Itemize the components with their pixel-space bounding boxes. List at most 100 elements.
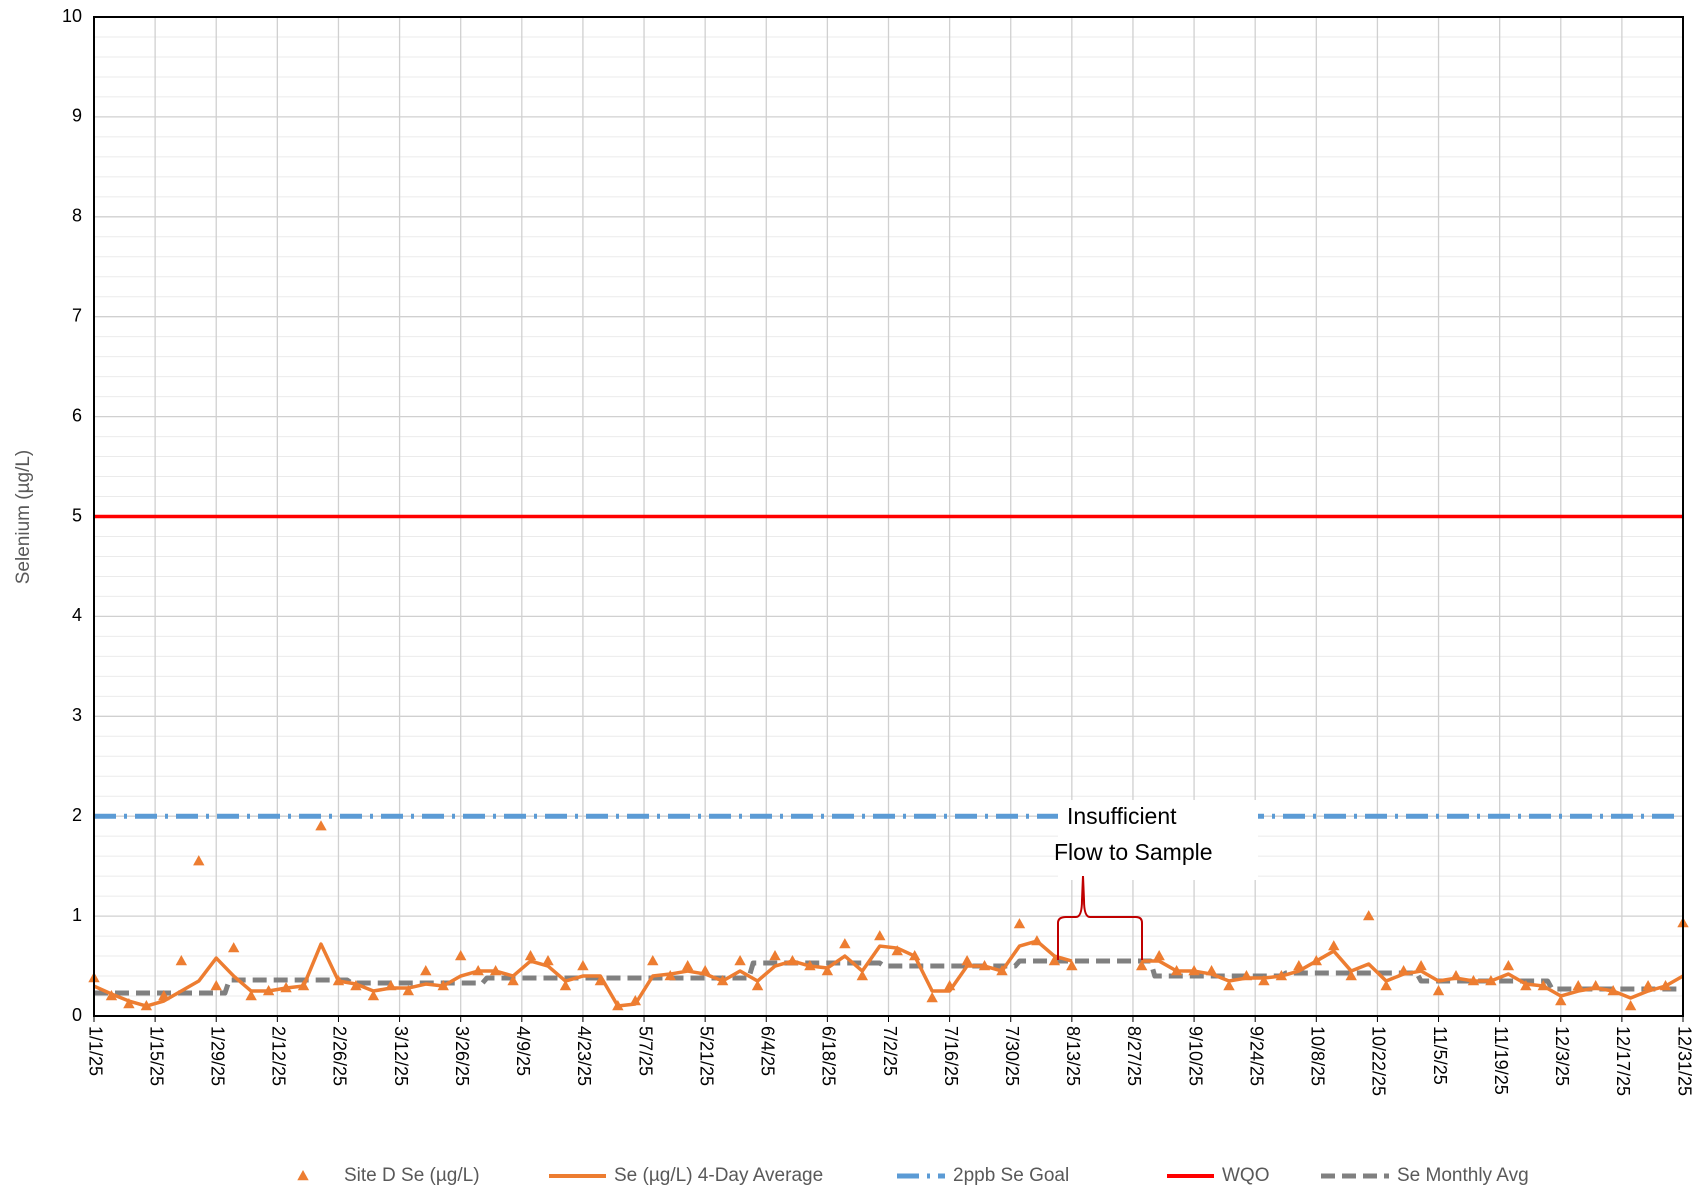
scatter-point — [1135, 960, 1148, 971]
scatter-point — [1153, 950, 1165, 961]
x-tick-label: 6/4/25 — [758, 1026, 778, 1076]
x-tick-label: 8/13/25 — [1063, 1026, 1083, 1086]
x-tick-label: 12/3/25 — [1552, 1026, 1572, 1086]
scatter-point — [559, 980, 572, 991]
x-tick-label: 11/5/25 — [1430, 1026, 1450, 1085]
scatter-point — [420, 965, 432, 976]
y-tick-label: 4 — [72, 605, 82, 625]
scatter-point — [874, 930, 886, 941]
scatter-point — [1258, 975, 1270, 986]
legend-marker — [297, 1170, 309, 1181]
x-tick-label: 4/9/25 — [513, 1026, 533, 1076]
x-tick-label: 5/21/25 — [696, 1026, 716, 1086]
marks — [88, 514, 1689, 1011]
x-tick-label: 11/19/25 — [1491, 1026, 1511, 1095]
x-tick-label: 2/26/25 — [330, 1026, 350, 1086]
series-line — [93, 939, 1684, 1008]
scatter-point — [1415, 960, 1427, 971]
scatter-point — [769, 950, 781, 961]
scatter-point — [367, 990, 380, 1001]
x-tick-label: 5/7/25 — [635, 1026, 655, 1076]
scatter-point — [123, 998, 135, 1009]
x-tick-label: 7/2/25 — [880, 1026, 900, 1076]
scatter-point — [227, 942, 240, 953]
x-tick-label: 4/23/25 — [574, 1026, 594, 1086]
scatter-point — [1328, 940, 1340, 951]
x-tick-label: 12/31/25 — [1674, 1026, 1694, 1096]
scatter-point — [821, 965, 834, 976]
annotation-bracket — [1057, 875, 1143, 960]
annotation: Flow to Sample — [1054, 839, 1213, 865]
scatter-point — [402, 985, 415, 996]
scatter-point — [1572, 980, 1584, 991]
scatter-point — [1066, 960, 1078, 971]
scatter-point — [193, 855, 205, 866]
scatter-point — [1380, 980, 1392, 991]
legend-label: WQO — [1222, 1165, 1270, 1186]
scatter-point — [681, 960, 694, 971]
scatter-point — [1362, 910, 1375, 921]
x-tick-label: 9/10/25 — [1185, 1026, 1205, 1086]
legend-label: Se (µg/L) 4-Day Average — [614, 1165, 823, 1186]
x-tick-label: 6/18/25 — [819, 1026, 839, 1086]
x-tick-label: 10/8/25 — [1308, 1026, 1328, 1086]
scatter-point — [542, 955, 554, 966]
x-tick-label: 10/22/25 — [1369, 1026, 1389, 1096]
legend-label: 2ppb Se Goal — [953, 1165, 1069, 1186]
x-tick-label: 7/16/25 — [941, 1026, 961, 1086]
scatter-point — [1642, 980, 1654, 991]
scatter-point — [751, 980, 764, 991]
scatter-point — [1048, 955, 1061, 966]
scatter-point — [1624, 1000, 1637, 1011]
x-tick-label: 1/15/25 — [146, 1026, 166, 1086]
scatter-point — [1013, 918, 1026, 929]
scatter-point — [856, 970, 869, 981]
scatter-point — [926, 992, 938, 1003]
legend-label: Site D Se (µg/L) — [344, 1165, 480, 1186]
scatter-point — [454, 950, 467, 961]
y-tick-label: 6 — [72, 405, 82, 425]
x-tick-label: 1/29/25 — [207, 1026, 227, 1086]
annotation: Insufficient — [1067, 803, 1177, 829]
x-tick-label: 8/27/25 — [1124, 1026, 1144, 1086]
y-tick-label: 1 — [72, 905, 82, 925]
y-tick-label: 0 — [72, 1005, 82, 1025]
x-tick-label: 3/26/25 — [452, 1026, 472, 1086]
scatter-point — [245, 990, 257, 1001]
scatter-point — [1502, 960, 1515, 971]
x-tick-label: 2/12/25 — [269, 1026, 289, 1086]
y-tick-label: 2 — [72, 805, 82, 825]
x-tick-label: 9/24/25 — [1246, 1026, 1266, 1086]
y-tick-label: 8 — [72, 206, 82, 226]
scatter-point — [507, 975, 519, 986]
scatter-point — [734, 955, 746, 966]
y-tick-label: 5 — [72, 505, 82, 525]
y-tick-label: 3 — [72, 705, 82, 725]
scatter-point — [315, 820, 327, 831]
scatter-point — [175, 955, 188, 966]
scatter-point — [210, 980, 222, 991]
scatter-point — [891, 945, 903, 956]
x-tick-label: 7/30/25 — [1002, 1026, 1022, 1086]
scatter-point — [961, 955, 973, 966]
y-axis-label: Selenium (µg/L) — [13, 450, 34, 585]
scatter-point — [1223, 980, 1235, 991]
scatter-point — [1432, 985, 1445, 996]
x-tick-label: 1/1/25 — [85, 1026, 105, 1076]
y-tick-label: 7 — [72, 305, 82, 325]
legend-label: Se Monthly Avg — [1397, 1165, 1529, 1186]
y-tick-label: 10 — [62, 6, 82, 26]
scatter-point — [524, 950, 537, 961]
x-tick-label: 3/12/25 — [391, 1026, 411, 1086]
scatter-point — [577, 960, 589, 971]
annotation-box — [1058, 800, 1258, 880]
scatter-point — [1345, 970, 1357, 981]
x-tick-label: 12/17/25 — [1613, 1026, 1633, 1096]
scatter-point — [1555, 995, 1567, 1006]
scatter-point — [839, 938, 851, 949]
scatter-point — [647, 955, 659, 966]
y-tick-label: 9 — [72, 106, 82, 126]
